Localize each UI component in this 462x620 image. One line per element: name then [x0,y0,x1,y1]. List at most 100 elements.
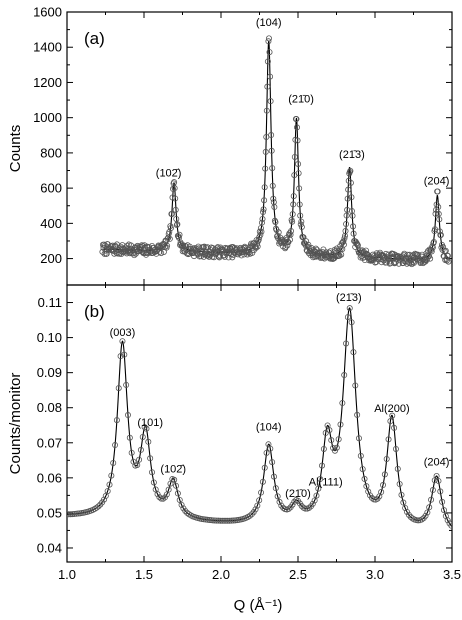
data-point [252,506,259,513]
data-point [200,244,207,251]
data-point [436,216,443,223]
data-point [101,250,108,257]
data-point [427,255,434,262]
peak-label: (101) [137,417,163,429]
data-point [391,260,398,267]
y-tick-label: 200 [40,251,62,266]
data-point [73,510,80,517]
data-point [268,132,275,139]
y-tick-label: 0.08 [37,400,62,415]
data-point [387,418,394,425]
data-point [270,473,277,480]
data-point [426,504,433,511]
data-point [444,252,451,259]
peak-label: (102̄) [156,168,182,180]
data-point [368,494,375,501]
data-point [158,250,165,257]
data-point [400,259,407,266]
data-point [354,241,361,248]
data-point [263,449,270,456]
data-point [214,244,221,251]
data-point [336,252,343,259]
data-point [429,244,436,251]
data-point [100,496,107,503]
data-point [172,195,179,202]
peak-label: (21̄3) [336,292,362,304]
data-point [381,471,388,478]
data-point [168,210,175,217]
data-point [169,194,176,201]
data-point [343,340,350,347]
data-point [165,486,172,493]
data-point [263,107,270,114]
data-point [355,435,362,442]
data-point [347,179,354,186]
data-point [380,482,387,489]
data-point [415,517,422,524]
data-point [354,411,361,418]
data-point [392,445,399,452]
data-point [257,231,264,238]
data-point [262,165,269,172]
data-point [101,241,108,248]
data-point [430,238,437,245]
data-point [444,517,451,524]
data-point [274,493,281,500]
data-point [161,494,168,501]
data-point [445,258,452,265]
data-point [259,215,266,222]
panel-label: (b) [84,302,105,321]
data-point [147,455,154,462]
data-point [266,49,273,56]
data-point [112,442,119,449]
data-point [182,507,189,514]
data-point [141,242,148,249]
data-point [349,212,356,219]
y-tick-label: 0.09 [37,365,62,380]
data-point [110,459,117,466]
data-point [106,481,113,488]
data-point [425,252,432,259]
data-point [267,98,274,105]
data-point [115,385,122,392]
data-point [341,372,348,379]
x-tick-label: 2.0 [212,567,230,582]
x-axis-title: Q (Å⁻¹) [234,597,283,614]
data-point [265,38,272,45]
data-point [259,478,266,485]
data-point [295,160,302,167]
data-point [176,231,183,238]
data-point [439,498,446,505]
x-tick-label: 3.5 [443,567,461,582]
data-point [174,221,181,228]
data-point [298,223,305,230]
data-point [350,223,357,230]
data-point [389,412,396,419]
data-point [350,349,357,356]
data-point [326,427,333,434]
data-point [435,204,442,211]
data-point [344,195,351,202]
data-point [280,504,287,511]
data-point [123,381,130,388]
data-point [139,433,146,440]
data-point [340,238,347,245]
data-series [99,35,452,268]
data-point [339,400,346,407]
data-point [261,464,268,471]
data-point [284,242,291,249]
peak-label: (21̄0) [285,488,311,500]
data-point [238,252,245,259]
data-point [117,353,124,360]
peak-label: (21̄0) [288,94,314,106]
data-point [267,73,274,80]
data-point [320,445,327,452]
peak-label: (104) [256,17,282,29]
y-tick-label: 600 [40,181,62,196]
data-point [124,245,131,252]
data-point [264,58,271,65]
data-point [352,382,359,389]
data-point [136,456,143,463]
data-point [328,437,335,444]
data-point [400,499,407,506]
